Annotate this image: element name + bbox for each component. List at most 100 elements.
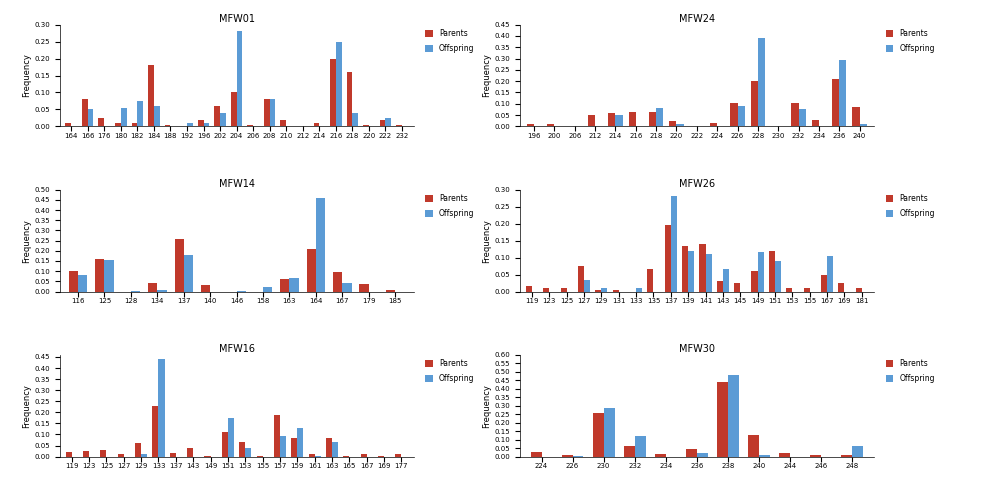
Bar [289, 278, 299, 292]
Y-axis label: Frequency: Frequency [483, 218, 492, 263]
Title: MFW14: MFW14 [218, 179, 254, 189]
Bar [624, 446, 635, 457]
Bar [395, 454, 401, 457]
Y-axis label: Frequency: Frequency [483, 384, 492, 428]
Y-axis label: Frequency: Frequency [22, 218, 32, 263]
Bar [152, 406, 159, 457]
Bar [131, 123, 137, 127]
Bar [527, 124, 534, 127]
Bar [705, 254, 712, 292]
Legend: Parents, Offspring: Parents, Offspring [424, 28, 476, 54]
Bar [353, 113, 358, 127]
Bar [95, 259, 104, 292]
Bar [526, 286, 532, 292]
Bar [205, 456, 211, 457]
Bar [347, 72, 353, 127]
Bar [717, 382, 728, 457]
Bar [187, 448, 194, 457]
Bar [699, 244, 705, 292]
Bar [228, 418, 234, 457]
Bar [738, 106, 745, 127]
Title: MFW16: MFW16 [218, 344, 254, 354]
Bar [578, 266, 584, 292]
Bar [812, 120, 819, 127]
Bar [769, 251, 775, 292]
Bar [786, 288, 792, 292]
Bar [616, 115, 623, 127]
Bar [220, 113, 225, 127]
Title: MFW30: MFW30 [679, 344, 715, 354]
Bar [386, 290, 395, 292]
Bar [573, 456, 584, 457]
Bar [66, 452, 71, 457]
Bar [148, 283, 157, 292]
Bar [81, 99, 87, 127]
Bar [239, 442, 245, 457]
Bar [856, 288, 862, 292]
Bar [256, 456, 262, 457]
Bar [827, 256, 833, 292]
Bar [647, 270, 653, 292]
Bar [731, 103, 738, 127]
Bar [734, 283, 740, 292]
Bar [201, 285, 211, 292]
Bar [141, 454, 147, 457]
Bar [263, 287, 272, 292]
Bar [165, 125, 171, 127]
Bar [396, 125, 402, 127]
Bar [221, 432, 228, 457]
Bar [669, 121, 676, 127]
Bar [723, 270, 729, 292]
Bar [314, 123, 320, 127]
Legend: Parents, Offspring: Parents, Offspring [424, 193, 476, 219]
Bar [637, 288, 642, 292]
Bar [66, 123, 71, 127]
Bar [588, 115, 595, 127]
Bar [613, 290, 619, 292]
Bar [758, 38, 765, 127]
Bar [697, 453, 708, 457]
Bar [154, 106, 160, 127]
Bar [832, 79, 839, 127]
Bar [333, 272, 343, 292]
Bar [596, 290, 602, 292]
Bar [759, 455, 770, 457]
Bar [676, 124, 683, 127]
Bar [98, 118, 104, 127]
Bar [245, 448, 251, 457]
Bar [148, 65, 154, 127]
Bar [852, 107, 860, 127]
Bar [315, 456, 321, 457]
Bar [609, 113, 616, 127]
Bar [751, 81, 758, 127]
Bar [230, 92, 236, 127]
Bar [791, 103, 798, 127]
Bar [247, 125, 253, 127]
Bar [118, 454, 124, 457]
Bar [159, 359, 165, 457]
Bar [264, 99, 270, 127]
Bar [838, 283, 844, 292]
Bar [682, 246, 688, 292]
Bar [332, 442, 338, 457]
Bar [748, 435, 759, 457]
Bar [336, 42, 342, 127]
Bar [841, 455, 852, 457]
Bar [100, 450, 106, 457]
Bar [664, 225, 671, 292]
Bar [798, 109, 805, 127]
Bar [115, 123, 121, 127]
Bar [821, 274, 827, 292]
Bar [175, 239, 184, 292]
Title: MFW01: MFW01 [218, 14, 254, 24]
Bar [309, 454, 315, 457]
Bar [344, 456, 350, 457]
Bar [839, 59, 846, 127]
Bar [584, 280, 590, 292]
Bar [803, 288, 809, 292]
Bar [157, 290, 167, 292]
Bar [810, 455, 821, 457]
Bar [274, 414, 280, 457]
Bar [543, 288, 549, 292]
Bar [530, 452, 541, 457]
